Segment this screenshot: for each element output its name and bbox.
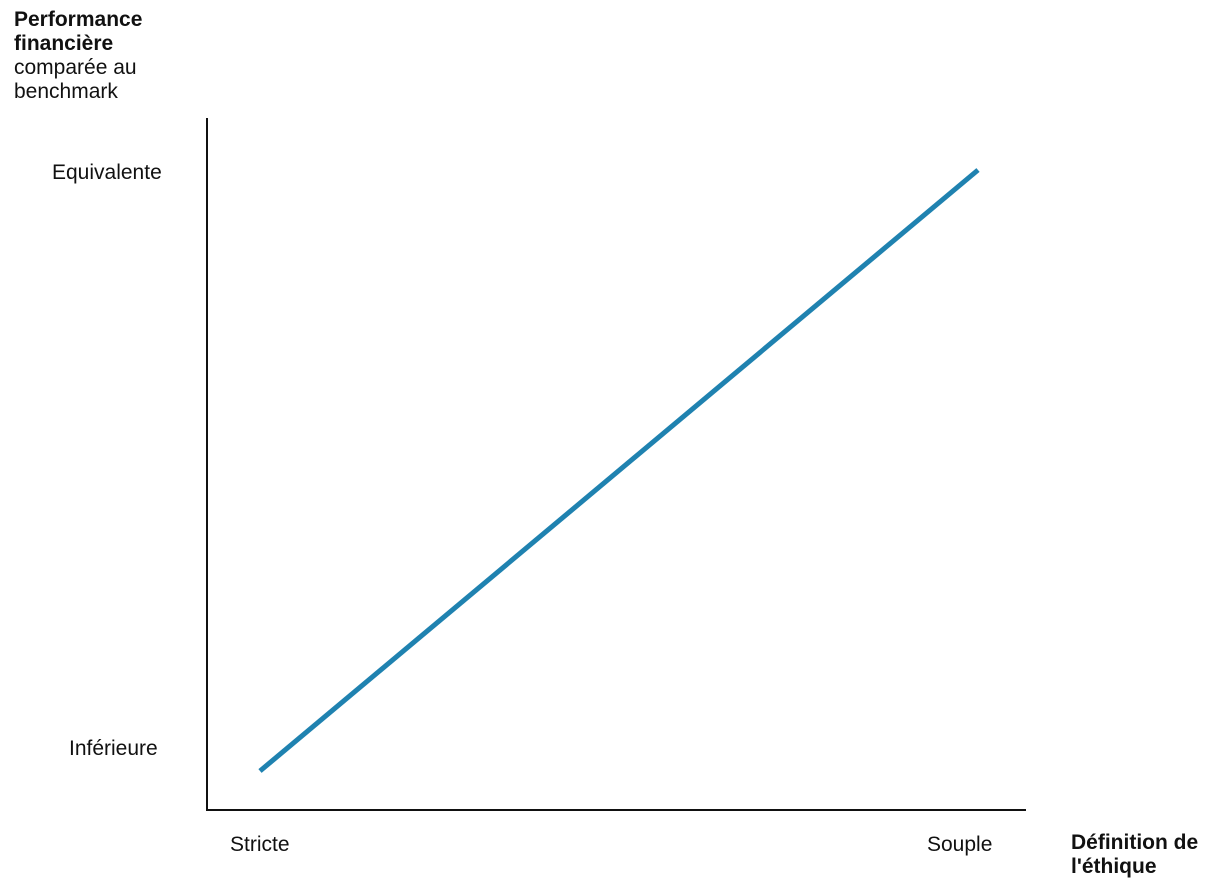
series-layer xyxy=(258,168,980,773)
y-axis-label-line4: benchmark xyxy=(14,80,118,103)
x-axis-label: Définition de l'éthique xyxy=(1071,831,1198,879)
y-tick-label-equivalente: Equivalente xyxy=(52,161,162,184)
x-axis-label-line2: l'éthique xyxy=(1071,855,1157,878)
series-line-0 xyxy=(258,168,980,773)
y-axis-label: Performance financière comparée au bench… xyxy=(14,8,142,104)
y-axis-label-line1: Performance xyxy=(14,8,143,31)
y-axis-label-line2: financière xyxy=(14,32,114,55)
x-axis-label-line1: Définition de xyxy=(1071,831,1199,854)
y-tick-label-inferieure: Inférieure xyxy=(69,737,158,760)
x-tick-label-souple: Souple xyxy=(927,833,993,856)
x-tick-label-stricte: Stricte xyxy=(230,833,290,856)
y-axis-label-line3: comparée au xyxy=(14,56,137,79)
